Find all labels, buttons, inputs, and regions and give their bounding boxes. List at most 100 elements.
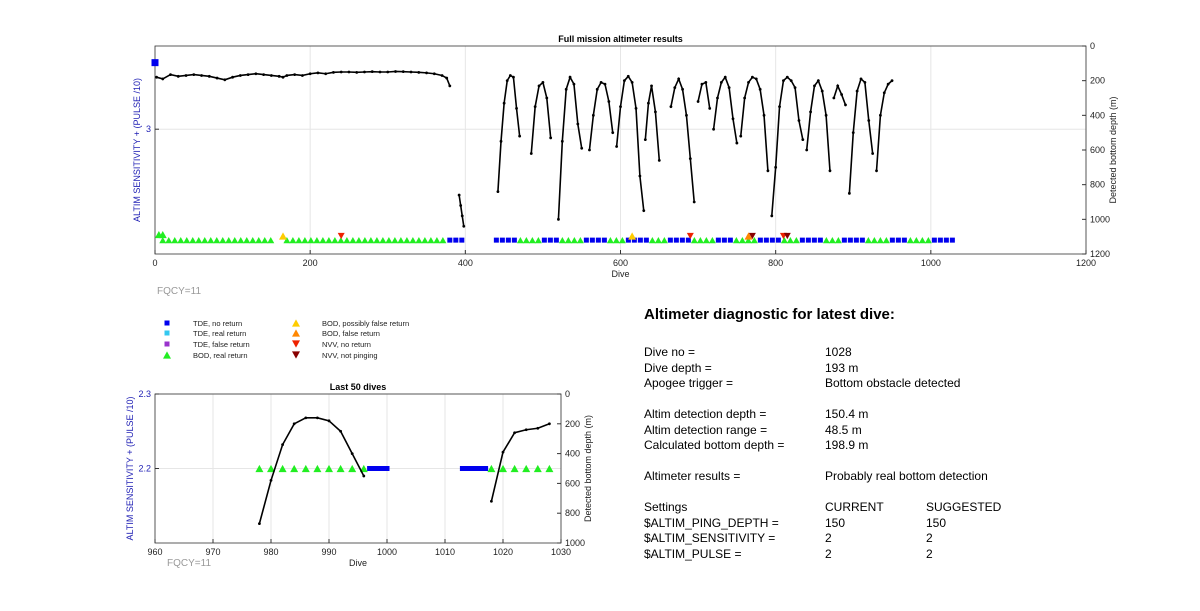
altim-det-range-value: 48.5 m	[825, 422, 862, 437]
bottom-depth-point	[774, 165, 778, 169]
y-right-tick-label: 200	[1090, 76, 1105, 86]
bottom-depth-point	[281, 443, 284, 447]
bottom-depth-line	[697, 81, 711, 109]
marker-bod-real	[409, 236, 417, 244]
setting-suggested: 2	[926, 546, 933, 561]
x-tick-label: 1010	[435, 547, 455, 557]
setting-row-sensitivity: $ALTIM_SENSITIVITY = 2 2	[644, 531, 1184, 547]
bottom-depth-point	[778, 105, 781, 109]
bottom-depth-point	[595, 87, 599, 91]
marker-bod-real	[744, 236, 752, 244]
bottom-depth-point	[611, 131, 615, 135]
marker-bod-real	[421, 236, 429, 244]
marker-bod-real	[373, 236, 381, 244]
bottom-depth-point	[176, 74, 180, 78]
y-right-tick-label: 800	[565, 508, 580, 518]
marker-bod-real	[337, 236, 345, 244]
bottom-depth-point	[207, 74, 211, 78]
marker-tde-no-return	[381, 466, 387, 471]
bottom-depth-point	[836, 84, 840, 88]
marker-bod-real	[349, 236, 357, 244]
bottom-depth-point	[459, 204, 463, 207]
marker-bod-real	[313, 464, 322, 473]
bottom-depth-point	[863, 81, 867, 84]
marker-bod-real	[654, 236, 662, 244]
bottom-depth-point	[580, 146, 584, 150]
marker-bod-real	[225, 236, 233, 244]
marker-bod-real	[522, 464, 531, 473]
marker-bod-real	[385, 236, 393, 244]
altim-det-range-row: Altim detection range = 48.5 m	[644, 423, 1184, 439]
marker-bod-real	[533, 464, 542, 473]
marker-tde-no-return	[595, 237, 601, 243]
bottom-depth-point	[512, 75, 515, 79]
bottom-depth-line	[712, 75, 738, 144]
marker-tde-no-return	[631, 237, 637, 243]
x-tick-label: 0	[152, 258, 157, 268]
marker-bod-real	[912, 236, 920, 244]
marker-bod-real	[301, 464, 310, 473]
bottom-depth-point	[642, 209, 646, 213]
marker-tde-no-return	[625, 237, 631, 243]
legend-marker	[164, 330, 170, 336]
marker-bod-real	[403, 236, 411, 244]
bottom-depth-point	[770, 214, 774, 218]
marker-bod-real	[313, 236, 321, 244]
bottom-depth-point	[155, 75, 158, 79]
bottom-depth-point	[231, 75, 234, 79]
settings-header-row: Settings CURRENT SUGGESTED	[644, 500, 1184, 516]
marker-bod-real	[516, 236, 524, 244]
bottom-depth-point	[460, 214, 464, 218]
marker-tde-no-return	[384, 466, 390, 471]
marker-bod-real	[379, 236, 387, 244]
marker-bod	[744, 232, 753, 240]
marker-tde-no-return	[370, 466, 375, 471]
marker-bod-real	[367, 236, 375, 244]
bottom-depth-point	[269, 479, 273, 482]
bottom-depth-point	[192, 73, 196, 76]
marker-tde-no-return	[367, 466, 373, 471]
bottom-depth-point	[785, 75, 789, 79]
marker-bod-real	[780, 236, 788, 244]
bottom-depth-point	[184, 74, 188, 77]
bottom-depth-point	[501, 450, 505, 454]
bottom-depth-point	[712, 127, 715, 131]
marker-tde-no-return	[811, 237, 817, 243]
bottom-depth-point	[820, 89, 824, 93]
bottom-depth-point	[401, 70, 405, 74]
marker-tde-no-return	[465, 466, 471, 471]
bottom-depth-point	[490, 499, 493, 503]
bottom-depth-point	[647, 101, 650, 105]
marker-tde-no-return	[931, 237, 937, 243]
marker-bod-real	[648, 236, 656, 244]
setting-row-ping-depth: $ALTIM_PING_DEPTH = 150 150	[644, 516, 1184, 532]
bottom-depth-point	[723, 75, 727, 79]
marker-bod-real	[786, 236, 794, 244]
y-right-tick-label: 800	[1090, 180, 1105, 190]
marker-nvv	[748, 232, 756, 240]
bottom-depth-point	[258, 522, 261, 526]
marker-bod-real	[732, 236, 740, 244]
bottom-depth-line	[833, 83, 847, 106]
bottom-depth-point	[692, 200, 696, 204]
marker-bod-real	[267, 464, 275, 473]
marker-tde-no-return	[637, 237, 643, 243]
bottom-depth-point	[505, 79, 509, 83]
bottom-depth-point	[536, 426, 540, 430]
bottom-depth-point	[462, 224, 466, 228]
marker-tde-no-return	[721, 237, 727, 243]
bottom-depth-point	[370, 70, 374, 74]
plot-frame	[154, 393, 562, 544]
marker-bod-real	[882, 236, 890, 244]
setting-name: $ALTIM_PULSE =	[644, 546, 742, 561]
bottom-depth-point	[735, 141, 739, 145]
marker-bod-real	[255, 236, 263, 244]
bottom-depth-point	[588, 148, 591, 152]
bottom-depth-point	[844, 103, 847, 107]
bottom-depth-point	[607, 100, 611, 103]
bottom-depth-point	[332, 70, 335, 74]
bottom-depth-point	[782, 79, 785, 83]
bottom-depth-point	[515, 107, 518, 110]
marker-bod-real	[165, 236, 173, 244]
bottom-depth-point	[518, 134, 522, 138]
